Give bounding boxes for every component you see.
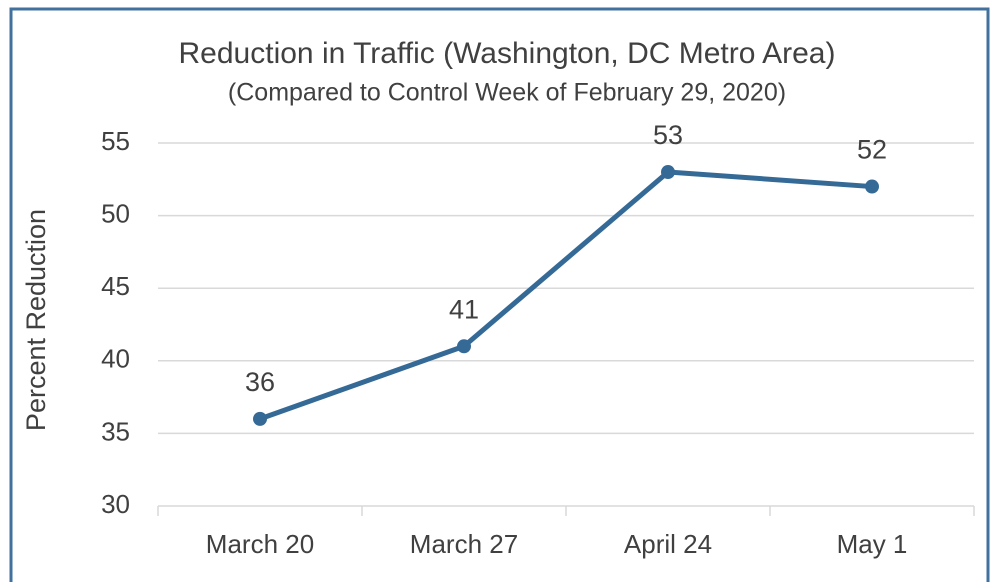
y-tick-label: 35 [101,416,130,446]
y-tick-label: 45 [101,271,130,301]
chart-border [9,7,990,582]
chart-subtitle: (Compared to Control Week of February 29… [228,79,786,107]
point [865,179,879,194]
x-tick-label: May 1 [837,529,908,559]
x-tick-label: April 24 [624,529,712,559]
y-tick-label: 55 [101,126,130,156]
y-axis-label: Percent Reduction [21,209,51,431]
data-label: 36 [245,367,275,397]
y-tick-label: 50 [101,198,130,228]
point [457,339,471,354]
point [253,411,267,426]
y-tick-label: 40 [101,344,130,374]
data-label: 53 [653,120,683,150]
y-tick-label: 30 [101,489,130,519]
data-label: 52 [857,135,887,165]
data-label: 41 [449,294,479,324]
point [661,165,675,180]
x-tick-label: March 27 [410,529,518,559]
line [259,169,873,422]
chart-title: Reduction in Traffic (Washington, DC Met… [179,37,836,70]
x-tick-label: March 20 [206,529,314,559]
